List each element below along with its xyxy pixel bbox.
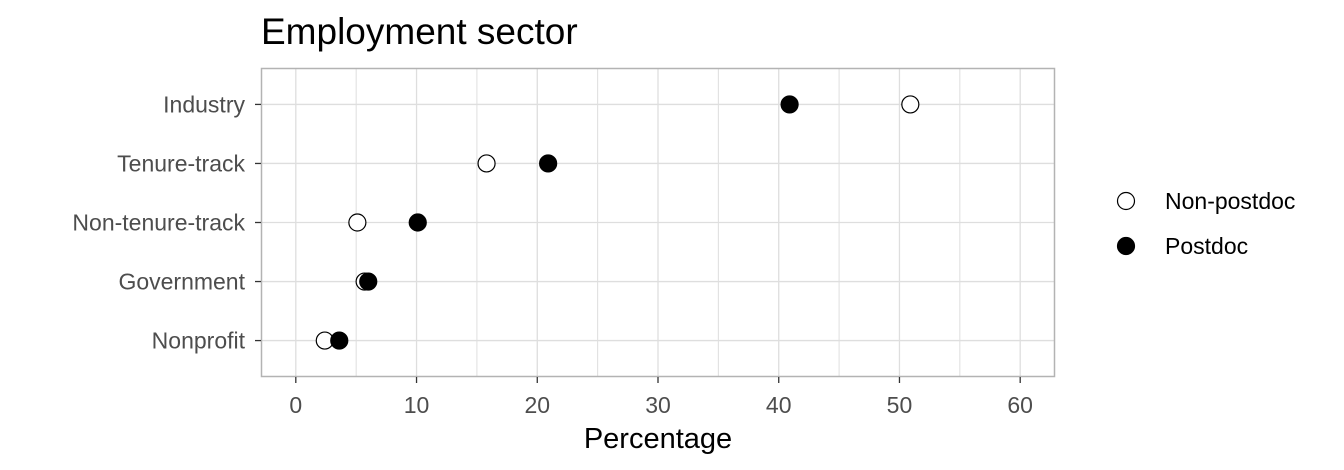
legend-key [1116,191,1136,211]
chart-title: Employment sector [261,11,578,52]
y-tick-label: Tenure-track [117,150,245,176]
x-tick-label: 30 [645,392,671,418]
plot-panel [260,67,1056,378]
x-tick-label: 10 [404,392,430,418]
postdoc-point [539,154,558,173]
legend-label: Postdoc [1165,233,1248,259]
grid-lines [262,69,1054,376]
x-tick-label: 40 [766,392,792,418]
x-axis-title: Percentage [584,423,732,455]
non-postdoc-point [901,95,920,114]
postdoc-point [330,331,349,350]
y-tick-label: Industry [163,91,245,117]
non-postdoc-point [348,213,367,232]
non-postdoc-point [477,154,496,173]
y-tick-label: Nonprofit [152,328,246,354]
legend: Non-postdoc Postdoc [1116,188,1295,259]
legend-key [1116,236,1136,256]
x-axis: 0 10 20 30 40 50 60 [289,377,1033,418]
x-tick-label: 0 [289,392,302,418]
x-tick-label: 20 [524,392,550,418]
postdoc-point [780,95,799,114]
y-tick-label: Government [118,269,245,295]
postdoc-point [408,213,427,232]
x-tick-label: 50 [887,392,913,418]
y-tick-label: Non-tenure-track [72,210,245,236]
y-axis: Industry Tenure-track Non-tenure-track Gove… [72,91,261,354]
data-points [315,95,920,350]
postdoc-point [359,272,378,291]
x-tick-label: 60 [1007,392,1033,418]
legend-label: Non-postdoc [1165,188,1295,214]
